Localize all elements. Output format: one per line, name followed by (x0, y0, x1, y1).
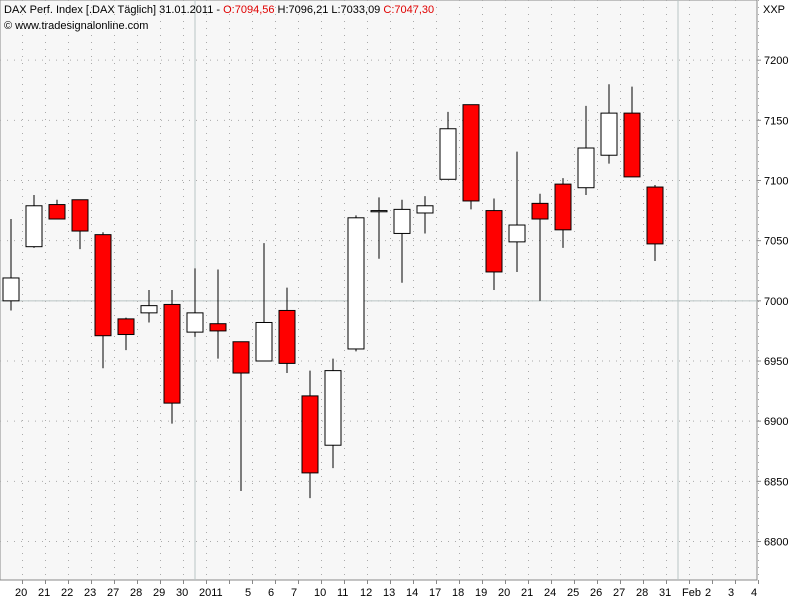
x-tick-label: 21 (38, 587, 50, 599)
candle-body (2, 277, 20, 302)
x-tick-label: 20 (498, 587, 510, 599)
candle-body (370, 210, 388, 213)
candle-body (301, 395, 319, 474)
candle-body (71, 199, 89, 232)
candle-body (278, 309, 296, 364)
x-tick-label: 28 (130, 587, 142, 599)
x-tick-label: 2 (705, 587, 711, 599)
y-tick-label: 7150 (764, 115, 788, 127)
x-tick-label: 11 (337, 587, 348, 599)
x-tick-label: 4 (751, 587, 757, 599)
candle-body (439, 128, 457, 180)
x-tick-label: 14 (406, 587, 418, 599)
y-tick-label: 6900 (764, 416, 788, 428)
candle-body (623, 112, 641, 178)
candle-body (163, 303, 181, 404)
x-tick-label: 19 (475, 587, 487, 599)
x-tick-label: 31 (659, 587, 671, 599)
x-tick-label: 13 (383, 587, 395, 599)
candle-body (117, 318, 135, 336)
y-tick-label: 7050 (764, 236, 788, 248)
x-tick-label: 30 (176, 587, 188, 599)
x-tick-label: 24 (544, 587, 556, 599)
x-tick-label: 29 (153, 587, 165, 599)
candle-body (531, 202, 549, 220)
candles (2, 84, 664, 499)
candle-body (232, 341, 250, 374)
candle-body (48, 204, 66, 220)
candle-body (140, 305, 158, 314)
x-tick-label: 28 (636, 587, 648, 599)
x-tick-label: 23 (84, 587, 96, 599)
x-tick-label: 25 (567, 587, 579, 599)
y-tick-label: 6800 (764, 536, 788, 548)
candle-body (255, 321, 273, 362)
y-tick-label: 6850 (764, 476, 788, 488)
candle-body (600, 112, 618, 156)
header: DAX Perf. Index [.DAX Täglich] 31.01.201… (4, 4, 434, 16)
x-tick-label: 20 (15, 587, 27, 599)
candle-body (324, 370, 342, 446)
plot-area (0, 0, 758, 581)
x-tick-label: 2011 (199, 587, 223, 599)
x-tick-label: 18 (452, 587, 464, 599)
x-tick-label: 12 (360, 587, 372, 599)
x-tick-label: 21 (521, 587, 533, 599)
x-tick-label: 27 (613, 587, 625, 599)
candle-body (25, 205, 43, 248)
candle-body (577, 147, 595, 189)
candle-body (393, 208, 411, 234)
x-tick-label: 5 (245, 587, 251, 599)
grid (0, 0, 759, 580)
x-tick-label: 10 (314, 587, 326, 599)
x-tick-label: 6 (268, 587, 274, 599)
copyright: © www.tradesignalonline.com (4, 20, 148, 32)
candle-body (508, 224, 526, 243)
candle-body (347, 217, 365, 350)
candle-body (462, 104, 480, 202)
open-label: O:7094,56 (223, 4, 274, 16)
x-tick-label: 27 (107, 587, 119, 599)
candle-body (416, 205, 434, 214)
y-tick-label: 7200 (764, 55, 788, 67)
high-low-label: H:7096,21 L:7033,09 (278, 4, 381, 16)
instrument: DAX Perf. Index [.DAX Täglich] 31.01.201… (4, 4, 220, 16)
x-tick-label: 3 (728, 587, 734, 599)
y-tick-label: 7000 (764, 296, 788, 308)
candle-body (554, 183, 572, 231)
close-label: C:7047,30 (383, 4, 434, 16)
x-tick-label: Feb (682, 587, 701, 599)
candle-body (209, 323, 227, 332)
candle-body (94, 234, 112, 337)
candle-body (646, 186, 664, 245)
exchange: XXP (763, 4, 785, 16)
y-tick-label: 6950 (764, 356, 788, 368)
candle-body (186, 312, 204, 333)
x-tick-label: 7 (291, 587, 297, 599)
x-tick-label: 26 (590, 587, 602, 599)
candle-body (485, 210, 503, 273)
x-tick-label: 22 (61, 587, 73, 599)
y-tick-label: 7100 (764, 175, 788, 187)
x-tick-label: 17 (429, 587, 441, 599)
